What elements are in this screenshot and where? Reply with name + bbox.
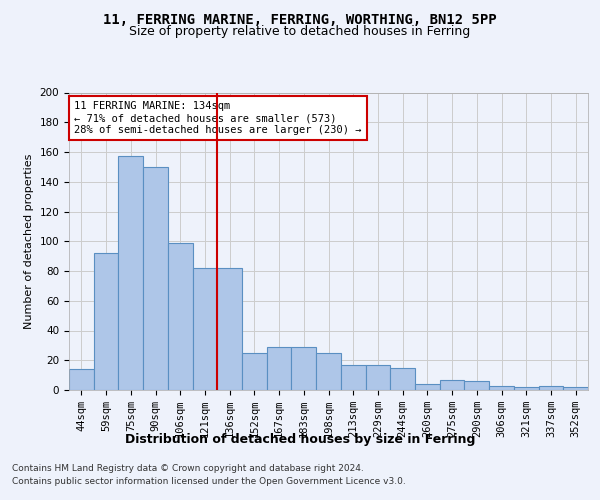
Bar bbox=[217, 268, 242, 390]
Text: Distribution of detached houses by size in Ferring: Distribution of detached houses by size … bbox=[125, 432, 475, 446]
Bar bbox=[118, 156, 143, 390]
Text: Size of property relative to detached houses in Ferring: Size of property relative to detached ho… bbox=[130, 25, 470, 38]
Bar bbox=[563, 387, 588, 390]
Bar bbox=[415, 384, 440, 390]
Text: Contains HM Land Registry data © Crown copyright and database right 2024.: Contains HM Land Registry data © Crown c… bbox=[12, 464, 364, 473]
Bar bbox=[143, 167, 168, 390]
Text: 11, FERRING MARINE, FERRING, WORTHING, BN12 5PP: 11, FERRING MARINE, FERRING, WORTHING, B… bbox=[103, 12, 497, 26]
Bar bbox=[365, 364, 390, 390]
Bar bbox=[316, 353, 341, 390]
Bar bbox=[539, 386, 563, 390]
Bar bbox=[292, 347, 316, 390]
Bar bbox=[193, 268, 217, 390]
Text: Contains public sector information licensed under the Open Government Licence v3: Contains public sector information licen… bbox=[12, 478, 406, 486]
Bar bbox=[440, 380, 464, 390]
Bar bbox=[514, 387, 539, 390]
Bar bbox=[267, 347, 292, 390]
Bar bbox=[464, 381, 489, 390]
Bar bbox=[94, 253, 118, 390]
Bar bbox=[489, 386, 514, 390]
Y-axis label: Number of detached properties: Number of detached properties bbox=[24, 154, 34, 329]
Bar bbox=[69, 369, 94, 390]
Text: 11 FERRING MARINE: 134sqm
← 71% of detached houses are smaller (573)
28% of semi: 11 FERRING MARINE: 134sqm ← 71% of detac… bbox=[74, 102, 362, 134]
Bar bbox=[390, 368, 415, 390]
Bar bbox=[242, 353, 267, 390]
Bar bbox=[341, 364, 365, 390]
Bar bbox=[168, 242, 193, 390]
